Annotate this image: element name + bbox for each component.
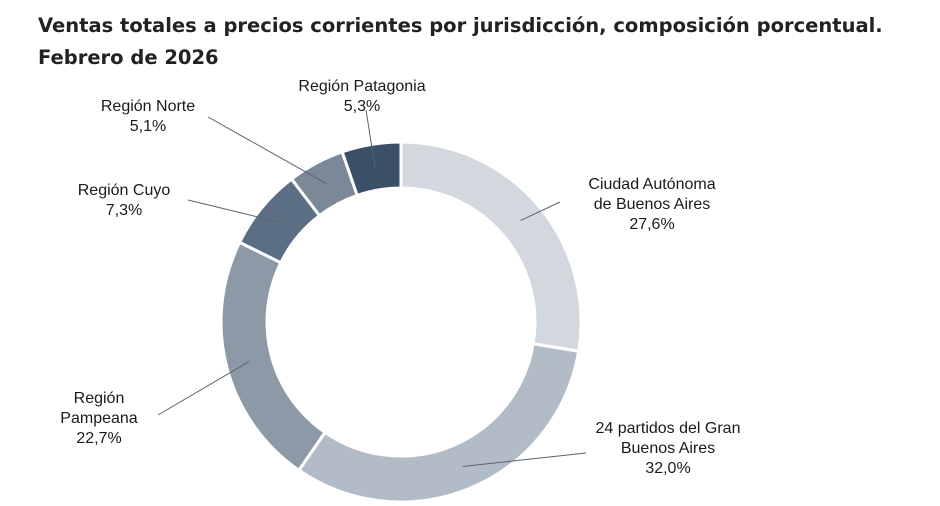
name-label-2-0: Región (74, 390, 125, 407)
value-label-5: 5,3% (344, 98, 380, 115)
leader-line-4 (207, 116, 327, 185)
value-label-0: 27,6% (629, 216, 674, 233)
value-label-1: 32,0% (645, 460, 690, 477)
slice-2 (219, 240, 328, 473)
name-label-0-0: Ciudad Autónoma (588, 176, 715, 193)
leader-line-5 (365, 109, 376, 168)
slice-labels: Ciudad Autónoma de Buenos Aires 27,6% 24 pa… (60, 78, 740, 477)
slice-0 (399, 140, 583, 353)
leader-line-3 (187, 199, 280, 223)
chart-title-line-2: Febrero de 2026 (38, 46, 219, 69)
name-label-5-0: Región Patagonia (298, 78, 425, 95)
leader-line-0 (520, 201, 561, 221)
donut-slices (219, 140, 583, 504)
name-label-2-1: Pampeana (60, 410, 137, 427)
value-label-4: 5,1% (130, 118, 166, 135)
leader-line-1 (462, 452, 587, 467)
slice-5 (340, 140, 403, 198)
name-label-3-0: Región Cuyo (78, 182, 171, 199)
leader-lines (157, 109, 587, 467)
name-label-1-0: 24 partidos del Gran (596, 420, 741, 437)
chart-title-line-1: Ventas totales a precios corrientes por … (38, 14, 883, 37)
slice-1 (296, 342, 581, 504)
name-label-0-1: de Buenos Aires (594, 196, 711, 213)
name-label-1-1: Buenos Aires (621, 440, 715, 457)
value-label-3: 7,3% (106, 202, 142, 219)
leader-line-2 (157, 361, 250, 416)
value-label-2: 22,7% (76, 430, 121, 447)
chart-title: Ventas totales a precios corrientes por … (38, 10, 883, 74)
name-label-4-0: Región Norte (101, 98, 195, 115)
